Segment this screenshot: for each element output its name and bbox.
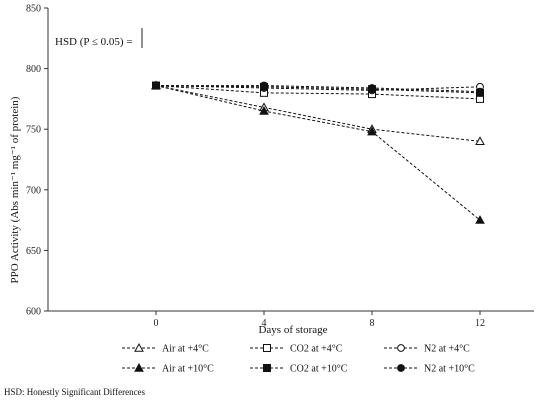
y-tick-label: 800 xyxy=(26,64,41,75)
legend-marker xyxy=(134,362,144,372)
legend-label: N2 at +10°C xyxy=(424,364,475,375)
x-tick-label: 12 xyxy=(475,318,485,329)
legend-entry: N2 at +10°C xyxy=(384,364,475,375)
series-line xyxy=(155,85,481,91)
y-tick-label: 700 xyxy=(26,185,41,196)
legend-label: Air at +10°C xyxy=(162,364,214,375)
series-line xyxy=(155,85,481,221)
legend-marker xyxy=(263,344,271,352)
data-point xyxy=(475,136,485,146)
axes xyxy=(47,8,534,312)
series-1 xyxy=(151,80,485,146)
legend-entry: Air at +4°C xyxy=(122,342,209,355)
series-6 xyxy=(152,81,484,96)
series-line xyxy=(155,85,481,94)
series-4 xyxy=(151,80,485,224)
legend-label: Air at +4°C xyxy=(162,344,209,355)
series-lines xyxy=(151,80,485,224)
series-line xyxy=(156,85,481,93)
legend-label: CO2 at +4°C xyxy=(290,344,343,355)
y-tick-label: 850 xyxy=(26,4,41,15)
y-axis-ticks: 600 650 700 750 800 850 xyxy=(26,4,48,318)
x-tick-label: 0 xyxy=(154,318,159,329)
y-tick-label: 650 xyxy=(26,246,41,257)
series-line xyxy=(155,85,481,100)
data-point xyxy=(476,87,484,96)
legend-marker xyxy=(134,342,144,352)
legend-marker xyxy=(397,344,405,352)
data-point xyxy=(368,84,376,92)
data-point xyxy=(152,81,160,90)
x-tick-label: 4 xyxy=(262,318,267,329)
legend-label: CO2 at +10°C xyxy=(290,364,348,375)
legend-entry: CO2 at +10°C xyxy=(250,364,348,375)
data-point xyxy=(367,126,377,136)
y-tick-label: 750 xyxy=(26,125,41,136)
footnote: HSD: Honestly Significant Differences xyxy=(4,387,146,397)
data-point xyxy=(259,105,269,115)
legend-label: N2 at +4°C xyxy=(424,344,470,355)
legend-marker xyxy=(263,364,271,372)
x-tick-label: 8 xyxy=(370,318,375,329)
legend-marker xyxy=(397,364,405,372)
legend-entry: Air at +10°C xyxy=(122,362,214,375)
legend-entry: CO2 at +4°C xyxy=(250,344,343,355)
x-axis-ticks: 0 4 8 12 xyxy=(154,311,485,329)
data-point xyxy=(475,215,485,224)
y-tick-label: 600 xyxy=(26,307,41,318)
y-axis-label: PPO Activity (Abs min⁻¹ mg⁻¹ of protein) xyxy=(9,96,21,283)
hsd-annotation-text: HSD (P ≤ 0.05) = xyxy=(55,36,133,48)
series-line xyxy=(155,85,481,142)
hsd-annotation: HSD (P ≤ 0.05) = xyxy=(55,28,143,48)
x-axis-label: Days of storage xyxy=(258,324,327,336)
legend-entry: N2 at +4°C xyxy=(384,344,470,355)
legend: Air at +4°C CO2 at +4°C N2 at +4°C Air at +… xyxy=(122,342,475,375)
data-point xyxy=(260,81,268,90)
